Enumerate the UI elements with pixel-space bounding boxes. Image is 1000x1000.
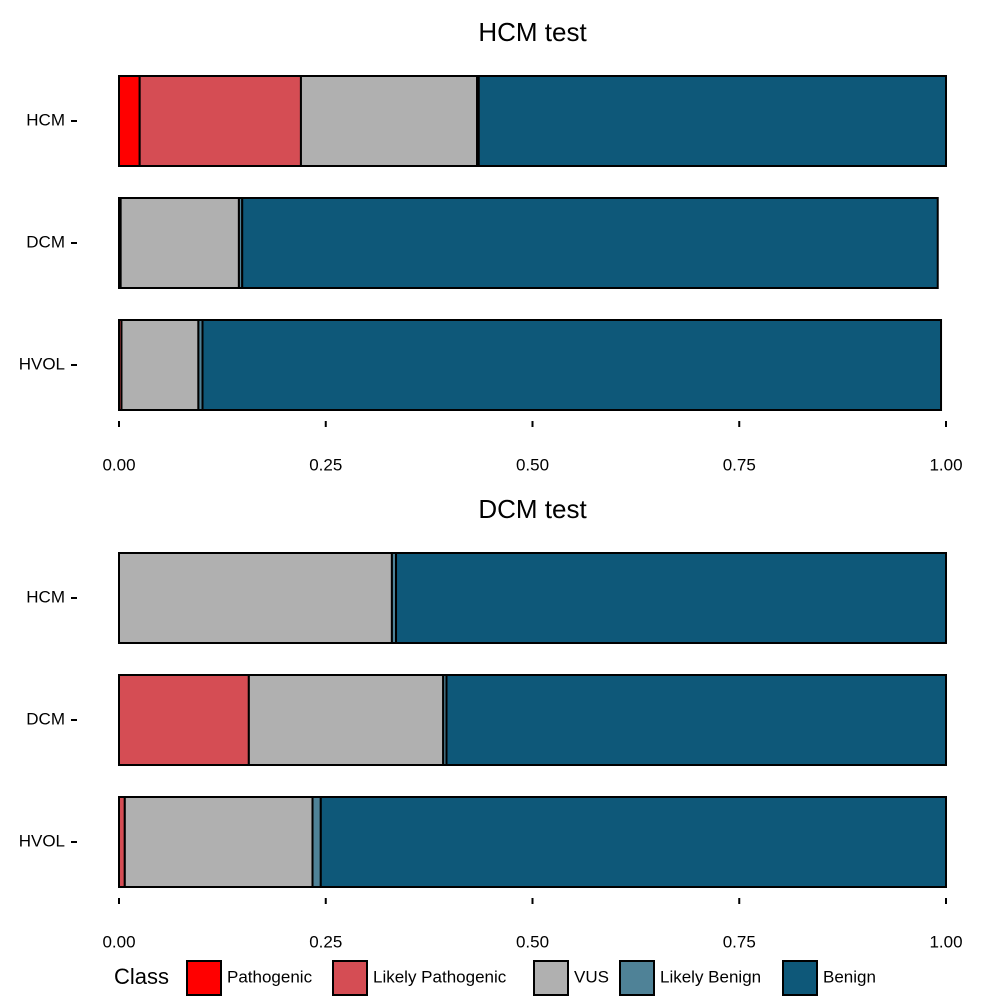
x-tick-label: 0.50 <box>516 455 549 474</box>
y-tick-label: HCM <box>26 587 65 606</box>
x-tick-label: 0.75 <box>723 932 756 951</box>
x-tick-label: 0.00 <box>102 455 135 474</box>
legend-label-vus: VUS <box>574 967 609 986</box>
x-tick-label: 0.25 <box>309 455 342 474</box>
bar-segment-hvol-vus <box>123 796 314 888</box>
legend-label-likely-pathogenic: Likely Pathogenic <box>373 967 507 986</box>
x-tick-label: 0.75 <box>723 455 756 474</box>
bar-segment-hcm-likely-pathogenic <box>138 75 302 167</box>
bar-segment-dcm-benign <box>241 197 939 289</box>
panel-dcm-test: DCM test HCM DCM HVOL 0.00 0.25 0.50 0.75 1.00 <box>19 494 963 952</box>
bar-segment-hvol-benign <box>201 319 943 411</box>
x-tick-label: 0.25 <box>309 932 342 951</box>
y-tick-label: DCM <box>26 709 65 728</box>
chart-title: DCM test <box>478 494 587 524</box>
bar-segment-dcm-benign <box>445 674 947 766</box>
bar-segment-hcm-vus <box>299 75 479 167</box>
legend-key-likely-benign <box>619 960 655 996</box>
x-tick-label: 0.50 <box>516 932 549 951</box>
legend-key-vus <box>533 960 569 996</box>
legend-key-likely-pathogenic <box>332 960 368 996</box>
y-tick-label: HVOL <box>19 354 65 373</box>
panel-hcm-test: HCM test HCM DCM HVOL 0.00 0.25 0.50 0.75 1.00 <box>19 17 963 475</box>
bar-segment-hcm-benign <box>395 552 948 644</box>
bar-segment-dcm-vus <box>247 674 445 766</box>
x-tick-label: 1.00 <box>929 455 962 474</box>
bar-segment-dcm-vus <box>119 197 240 289</box>
legend: Class Pathogenic Likely Pathogenic VUS Likel… <box>114 960 876 996</box>
y-tick-label: HCM <box>26 110 65 129</box>
x-tick-label: 1.00 <box>929 932 962 951</box>
chart-title: HCM test <box>478 17 587 47</box>
legend-label-likely-benign: Likely Benign <box>660 967 761 986</box>
legend-label-benign: Benign <box>823 967 876 986</box>
bar-segment-hcm-vus <box>118 552 393 644</box>
bar-segment-dcm-likely-pathogenic <box>118 674 250 766</box>
x-tick-label: 0.00 <box>102 932 135 951</box>
legend-title: Class <box>114 964 169 989</box>
bar-segment-hvol-likely-benign <box>311 796 322 888</box>
bar-segment-hcm-pathogenic <box>118 75 141 167</box>
bar-segment-hvol-vus <box>120 319 200 411</box>
legend-label-pathogenic: Pathogenic <box>227 967 313 986</box>
legend-key-benign <box>782 960 818 996</box>
legend-key-pathogenic <box>186 960 222 996</box>
y-tick-label: HVOL <box>19 831 65 850</box>
y-tick-label: DCM <box>26 232 65 251</box>
bar-segment-hvol-benign <box>319 796 947 888</box>
bar-segment-hcm-benign <box>477 75 947 167</box>
